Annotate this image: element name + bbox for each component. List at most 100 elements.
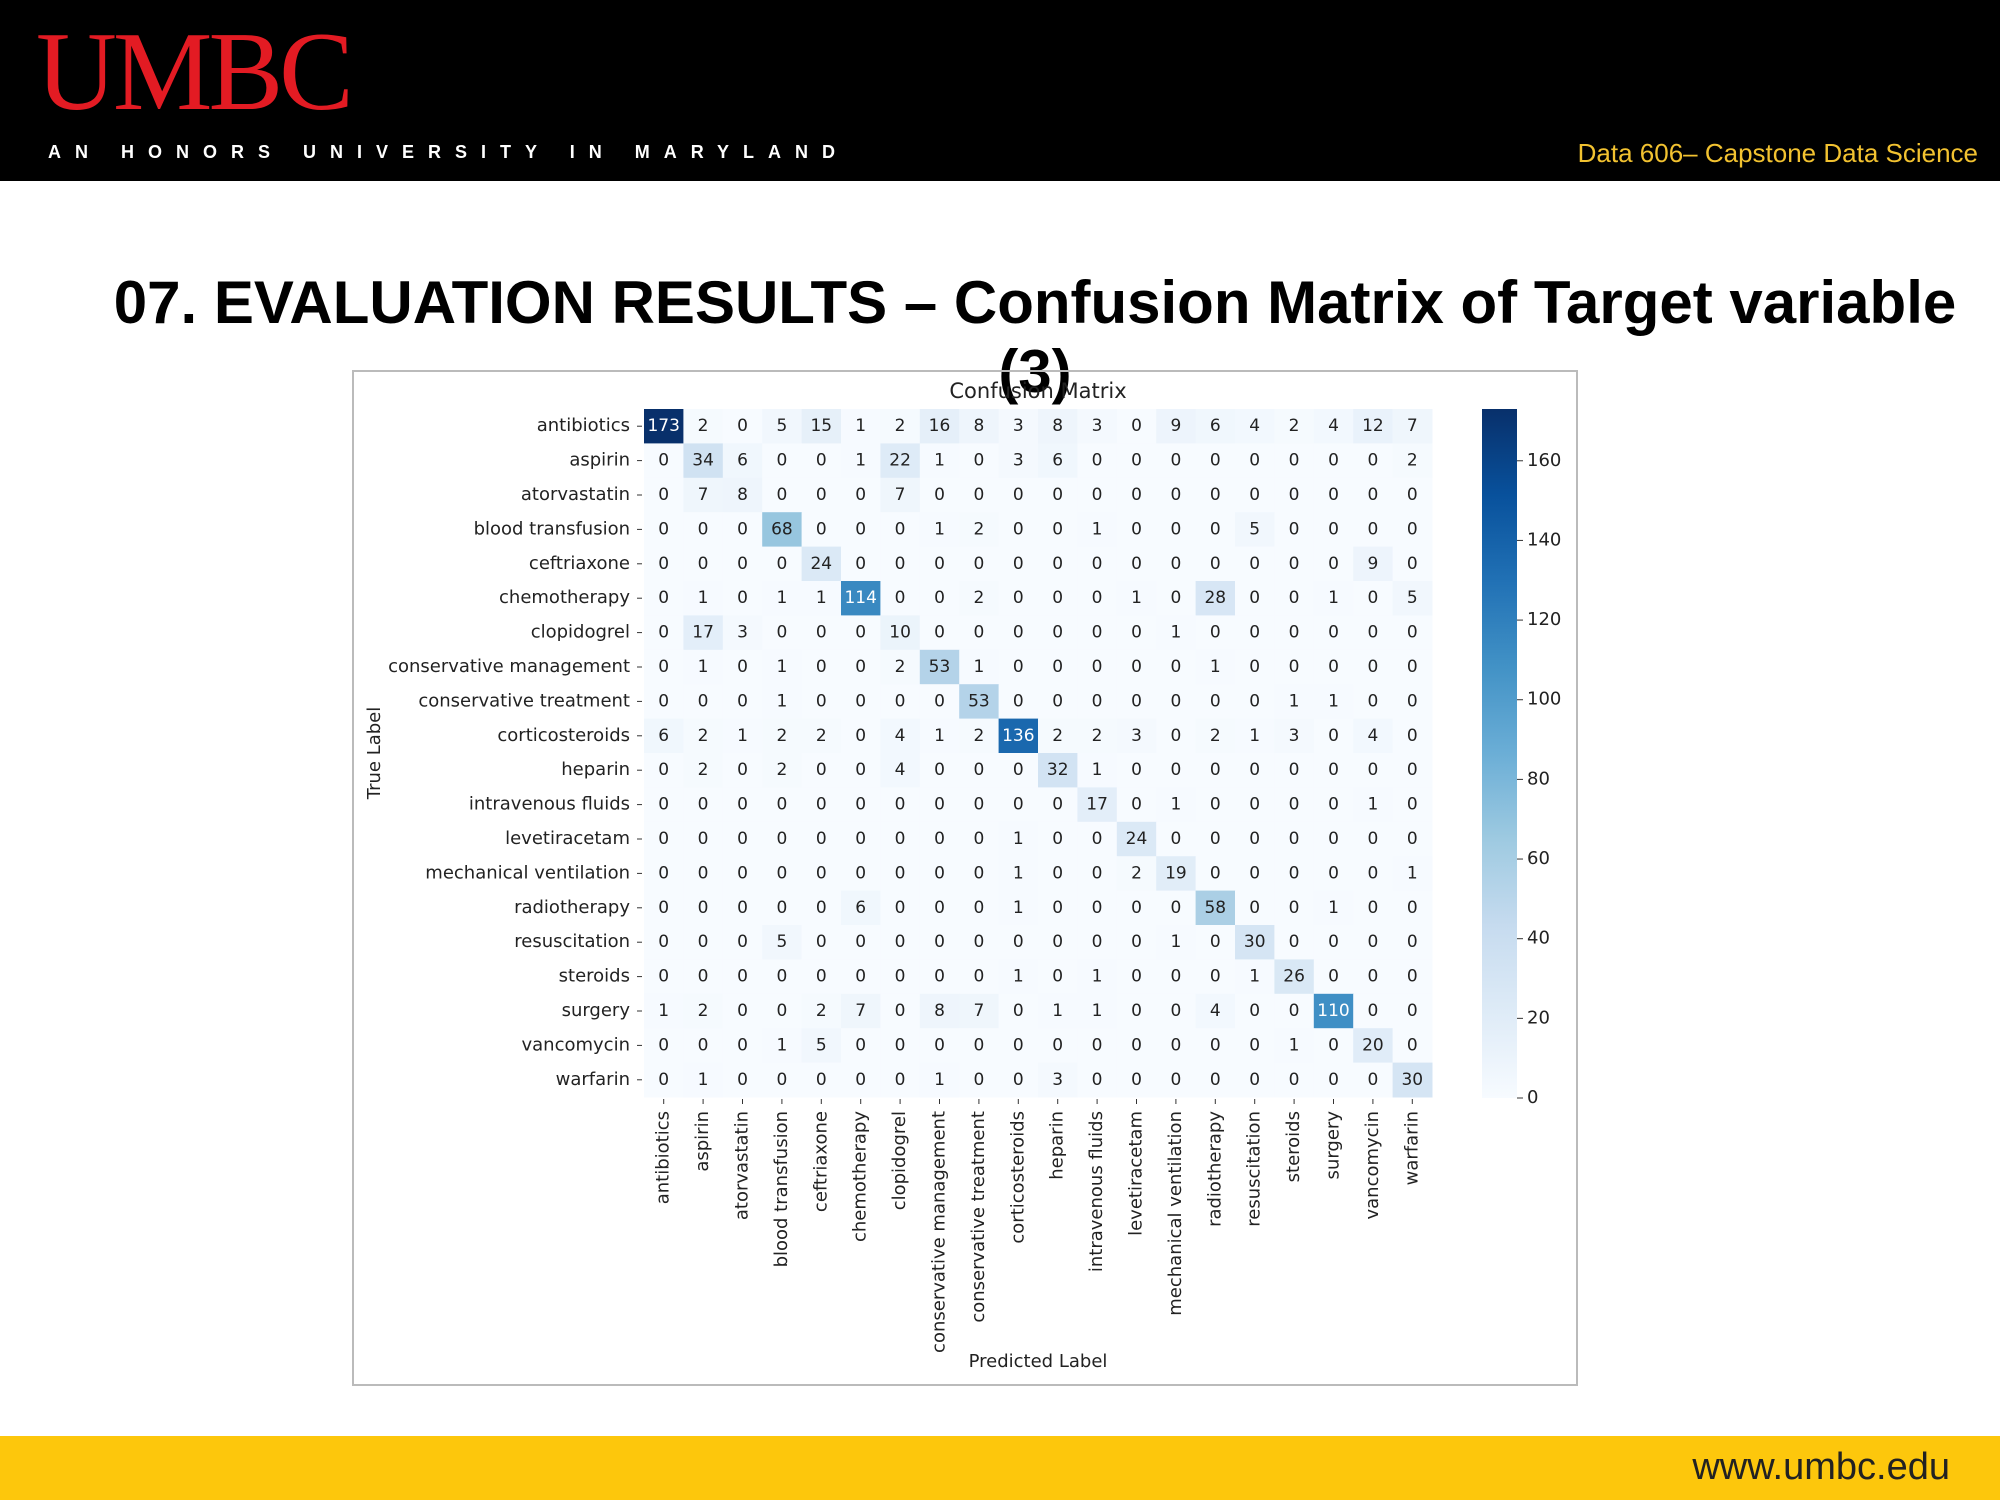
cell-label: 0 — [1210, 554, 1221, 574]
heatmap-cell — [644, 546, 684, 582]
cell-label: 0 — [1092, 1035, 1103, 1055]
cell-label: 0 — [973, 485, 984, 505]
heatmap-cell — [644, 856, 684, 892]
cell-label: 58 — [1204, 898, 1226, 918]
heatmap-cell — [841, 581, 881, 616]
cell-label: 0 — [1131, 554, 1142, 574]
heatmap-cell — [998, 1062, 1039, 1098]
heatmap-cell — [1156, 890, 1197, 926]
cell-label: 0 — [1249, 898, 1260, 918]
cell-label: 1 — [1328, 898, 1339, 918]
heatmap-cell — [998, 477, 1039, 513]
heatmap-cell — [1392, 684, 1433, 720]
heatmap-cell — [644, 684, 684, 720]
cell-label: 0 — [737, 967, 748, 987]
cell-label: 0 — [1289, 588, 1300, 608]
heatmap-cell — [1313, 959, 1354, 995]
x-tick-label: aspirin — [692, 1111, 713, 1172]
cell-label: 0 — [1407, 932, 1418, 952]
heatmap-cell — [880, 477, 921, 513]
cell-label: 0 — [855, 485, 866, 505]
heatmap-cell — [1116, 649, 1157, 685]
colorbar — [1482, 409, 1517, 1098]
cell-label: 1 — [698, 657, 709, 677]
heatmap-cell — [801, 477, 842, 513]
heatmap-cell — [998, 925, 1039, 960]
heatmap-cell — [762, 649, 803, 685]
heatmap-cell — [998, 581, 1039, 616]
heatmap-cell — [998, 856, 1039, 892]
heatmap-cell — [1156, 925, 1197, 960]
cell-label: 0 — [1328, 760, 1339, 780]
heatmap-cell — [1353, 581, 1394, 616]
heatmap-cell — [998, 1028, 1039, 1064]
cell-label: 0 — [776, 829, 787, 849]
cell-label: 110 — [1317, 1001, 1349, 1021]
heatmap-cell — [1116, 409, 1157, 444]
heatmap-cell — [1313, 890, 1354, 926]
heatmap-cell — [762, 477, 803, 513]
cell-label: 4 — [1367, 726, 1378, 746]
heatmap-cell — [880, 821, 921, 857]
cell-label: 0 — [658, 451, 669, 471]
heatmap-cell — [1392, 615, 1433, 651]
cell-label: 0 — [1131, 795, 1142, 815]
y-axis-label: True Label — [364, 707, 385, 801]
heatmap-cell — [1392, 512, 1433, 548]
heatmap-cell — [1313, 581, 1354, 616]
cell-label: 0 — [895, 691, 906, 711]
cell-label: 0 — [895, 588, 906, 608]
heatmap-cell — [959, 856, 1000, 892]
heatmap-cell — [959, 477, 1000, 513]
heatmap-cell — [841, 959, 881, 995]
cell-label: 0 — [895, 898, 906, 918]
heatmap-cell — [762, 959, 803, 995]
cell-label: 0 — [658, 760, 669, 780]
cell-label: 0 — [1092, 898, 1103, 918]
heatmap-cell — [1156, 993, 1197, 1029]
heatmap-cell — [1195, 993, 1236, 1029]
cell-label: 5 — [1407, 588, 1418, 608]
heatmap-cell — [1392, 821, 1433, 857]
heatmap-cell — [644, 787, 684, 823]
cell-label: 0 — [855, 795, 866, 815]
heatmap-cell — [722, 546, 763, 582]
heatmap-cell — [644, 649, 684, 685]
heatmap-cell — [1156, 615, 1197, 651]
heatmap-cell — [1116, 925, 1157, 960]
cell-label: 0 — [973, 1035, 984, 1055]
cell-label: 0 — [1013, 1001, 1024, 1021]
heatmap-cell — [683, 512, 724, 548]
heatmap-cell — [841, 512, 881, 548]
cell-label: 114 — [844, 588, 876, 608]
cell-label: 1 — [934, 726, 945, 746]
cell-label: 0 — [658, 554, 669, 574]
heatmap-cell — [880, 409, 921, 444]
cell-label: 9 — [1170, 416, 1181, 436]
heatmap-cell — [1038, 1028, 1078, 1064]
heatmap-cell — [683, 649, 724, 685]
cell-label: 1 — [776, 1035, 787, 1055]
y-tick-label: chemotherapy — [499, 587, 630, 608]
cell-label: 0 — [1092, 1070, 1103, 1090]
cell-label: 0 — [1249, 485, 1260, 505]
heatmap-cell — [801, 409, 842, 444]
heatmap-cell — [1353, 443, 1394, 479]
heatmap-cell — [1156, 1028, 1197, 1064]
cell-label: 0 — [1210, 451, 1221, 471]
heatmap-cell — [841, 753, 881, 788]
heatmap-cell — [1313, 512, 1354, 548]
cell-label: 0 — [1407, 485, 1418, 505]
cell-label: 0 — [973, 863, 984, 883]
heatmap-cell — [1077, 409, 1118, 444]
cell-label: 0 — [816, 863, 827, 883]
cell-label: 0 — [1170, 554, 1181, 574]
cell-label: 0 — [934, 623, 945, 643]
cell-label: 6 — [737, 451, 748, 471]
heatmap-cell — [722, 443, 763, 479]
cell-label: 30 — [1244, 932, 1266, 952]
cell-label: 1 — [1092, 760, 1103, 780]
cell-label: 0 — [737, 691, 748, 711]
heatmap-cell — [801, 718, 842, 754]
heatmap-cell — [1195, 409, 1236, 444]
